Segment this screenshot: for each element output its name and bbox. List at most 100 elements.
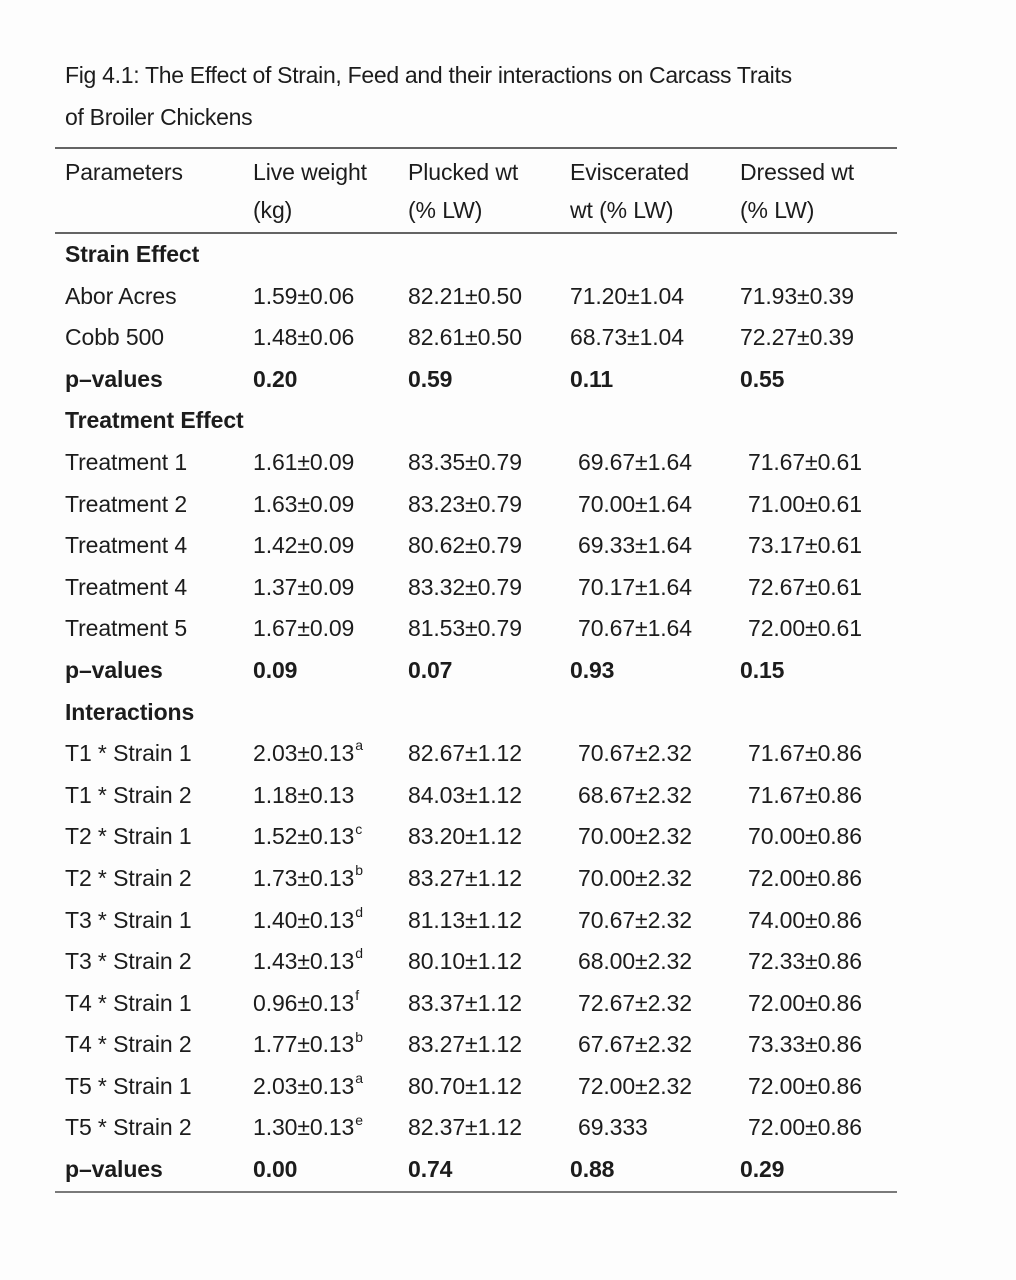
row-label: T4 * Strain 1 xyxy=(65,989,192,1016)
value-cell: 82.67±1.12 xyxy=(408,740,522,767)
value-cell: 71.67±0.61 xyxy=(748,448,862,475)
value-cell: 71.20±1.04 xyxy=(570,282,684,309)
value-cell: 73.17±0.61 xyxy=(748,532,862,559)
value-cell: 0.55 xyxy=(740,365,785,392)
row-label: T3 * Strain 2 xyxy=(65,948,192,975)
value-cell: 72.33±0.86 xyxy=(748,948,862,975)
value-cell: 0.15 xyxy=(740,656,785,683)
row-label: Abor Acres xyxy=(65,282,177,309)
value-cell: 1.67±0.09 xyxy=(253,615,355,642)
row-label: Treatment 2 xyxy=(65,490,188,517)
value-cell: 2.03±0.13a xyxy=(253,737,363,767)
value-cell: 69.33±1.64 xyxy=(578,532,692,559)
value-cell: 1.59±0.06 xyxy=(253,282,355,309)
section-header: Strain Effect xyxy=(65,241,200,267)
value-cell: 83.35±0.79 xyxy=(408,448,522,475)
value-cell: 72.00±0.86 xyxy=(748,1114,862,1141)
value-cell: 81.53±0.79 xyxy=(408,615,522,642)
value-cell: 1.48±0.06 xyxy=(253,324,355,351)
table-row: Treatment 5 1.67±0.09 81.53±0.79 70.67±1.64… xyxy=(55,608,897,650)
value-cell: 71.00±0.61 xyxy=(748,490,862,517)
table-row: T5 * Strain 1 2.03±0.13a 80.70±1.12 72.00±2… xyxy=(55,1066,897,1108)
value-cell: 0.96±0.13f xyxy=(253,987,360,1016)
table-section: Treatment Effect Treatment 1 1.61±0.09 83.3… xyxy=(55,400,897,691)
value-cell: 68.73±1.04 xyxy=(570,324,684,351)
value-cell: 1.52±0.13c xyxy=(253,820,363,850)
significance-superscript: a xyxy=(355,737,363,754)
value-cell: 82.21±0.50 xyxy=(408,282,522,309)
section-header: Treatment Effect xyxy=(65,407,244,434)
value-cell: 72.00±0.86 xyxy=(748,864,862,891)
table-row: T4 * Strain 1 0.96±0.13f 83.37±1.12 72.67±2… xyxy=(55,983,897,1025)
table-row: Treatment 4 1.37±0.09 83.32±0.79 70.17±1.64… xyxy=(55,567,897,609)
value-cell: 71.93±0.39 xyxy=(740,282,854,309)
value-cell: 72.27±0.39 xyxy=(740,324,854,351)
table-row: Cobb 500 1.48±0.06 82.61±0.50 68.73±1.04 72.… xyxy=(55,317,897,359)
table-header-row: Parameters Live weight (kg) Plucked wt (… xyxy=(55,149,897,232)
row-label: T2 * Strain 2 xyxy=(65,864,192,891)
significance-superscript: a xyxy=(355,1070,363,1087)
row-label: T1 * Strain 2 xyxy=(65,781,192,808)
value-cell: 72.67±2.32 xyxy=(578,989,692,1016)
value-cell: 82.37±1.12 xyxy=(408,1114,522,1141)
value-cell: 72.67±0.61 xyxy=(748,573,862,600)
value-cell: 80.62±0.79 xyxy=(408,532,522,559)
value-cell: 68.67±2.32 xyxy=(578,781,692,808)
row-label: T5 * Strain 1 xyxy=(65,1072,192,1099)
table-row: Treatment 2 1.63±0.09 83.23±0.79 70.00±1.64… xyxy=(55,484,897,526)
row-label: p–values xyxy=(65,1156,163,1183)
carcass-traits-table: Parameters Live weight (kg) Plucked wt (… xyxy=(55,147,897,1193)
table-row: T2 * Strain 1 1.52±0.13c 83.20±1.12 70.00±2… xyxy=(55,816,897,858)
table-row: T5 * Strain 2 1.30±0.13e 82.37±1.12 69.333 7… xyxy=(55,1107,897,1149)
value-cell: 0.74 xyxy=(408,1156,453,1183)
value-cell: 1.42±0.09 xyxy=(253,532,355,559)
value-cell: 80.10±1.12 xyxy=(408,948,522,975)
table-row: T4 * Strain 2 1.77±0.13b 83.27±1.12 67.67±2… xyxy=(55,1024,897,1066)
significance-superscript: d xyxy=(355,903,363,920)
value-cell: 1.63±0.09 xyxy=(253,490,355,517)
table-row: Treatment 1 1.61±0.09 83.35±0.79 69.67±1.64… xyxy=(55,442,897,484)
value-cell: 72.00±0.61 xyxy=(748,615,862,642)
value-cell: 80.70±1.12 xyxy=(408,1072,522,1099)
value-cell: 1.77±0.13b xyxy=(253,1028,363,1058)
p-values-row: p–values 0.00 0.74 0.88 0.29 xyxy=(55,1149,897,1191)
row-label: Treatment 4 xyxy=(65,532,188,559)
value-cell: 71.67±0.86 xyxy=(748,781,862,808)
p-values-row: p–values 0.20 0.59 0.11 0.55 xyxy=(55,359,897,401)
value-cell: 2.03±0.13a xyxy=(253,1070,363,1099)
table-row: T2 * Strain 2 1.73±0.13b 83.27±1.12 70.00±2… xyxy=(55,858,897,900)
value-cell: 83.27±1.12 xyxy=(408,864,522,891)
value-cell: 69.333 xyxy=(578,1114,648,1141)
table-row: Treatment 4 1.42±0.09 80.62±0.79 69.33±1.64… xyxy=(55,525,897,567)
row-label: p–values xyxy=(65,365,163,392)
value-cell: 1.18±0.13 xyxy=(253,781,355,808)
value-cell: 68.00±2.32 xyxy=(578,948,692,975)
column-header-eviscerated: Eviscerated wt (% LW) xyxy=(570,159,690,223)
value-cell: 0.93 xyxy=(570,656,615,683)
figure-title-line2: of Broiler Chickens xyxy=(65,104,253,130)
table-body: Strain Effect Abor Acres 1.59±0.06 82.21±0.… xyxy=(55,234,897,1191)
value-cell: 83.37±1.12 xyxy=(408,989,522,1016)
significance-superscript: c xyxy=(355,820,363,837)
row-label: Treatment 5 xyxy=(65,615,188,642)
value-cell: 82.61±0.50 xyxy=(408,324,522,351)
value-cell: 1.43±0.13d xyxy=(253,945,363,975)
value-cell: 70.00±1.64 xyxy=(578,490,692,517)
table-rule-header-bottom xyxy=(55,232,897,234)
value-cell: 83.32±0.79 xyxy=(408,573,522,600)
table-row: T1 * Strain 1 2.03±0.13a 82.67±1.12 70.67±2… xyxy=(55,733,897,775)
significance-superscript: b xyxy=(355,862,363,879)
value-cell: 72.00±0.86 xyxy=(748,1072,862,1099)
value-cell: 0.59 xyxy=(408,365,453,392)
row-label: T1 * Strain 1 xyxy=(65,740,192,767)
row-label: T5 * Strain 2 xyxy=(65,1114,192,1141)
value-cell: 70.67±2.32 xyxy=(578,740,692,767)
table-section: Strain Effect Abor Acres 1.59±0.06 82.21±0.… xyxy=(55,234,897,400)
significance-superscript: f xyxy=(355,987,360,1004)
row-label: T2 * Strain 1 xyxy=(65,823,192,850)
value-cell: 73.33±0.86 xyxy=(748,1031,862,1058)
table-rule-top xyxy=(55,147,897,149)
value-cell: 0.88 xyxy=(570,1156,615,1183)
figure-title-line1: Fig 4.1: The Effect of Strain, Feed and … xyxy=(65,62,792,88)
